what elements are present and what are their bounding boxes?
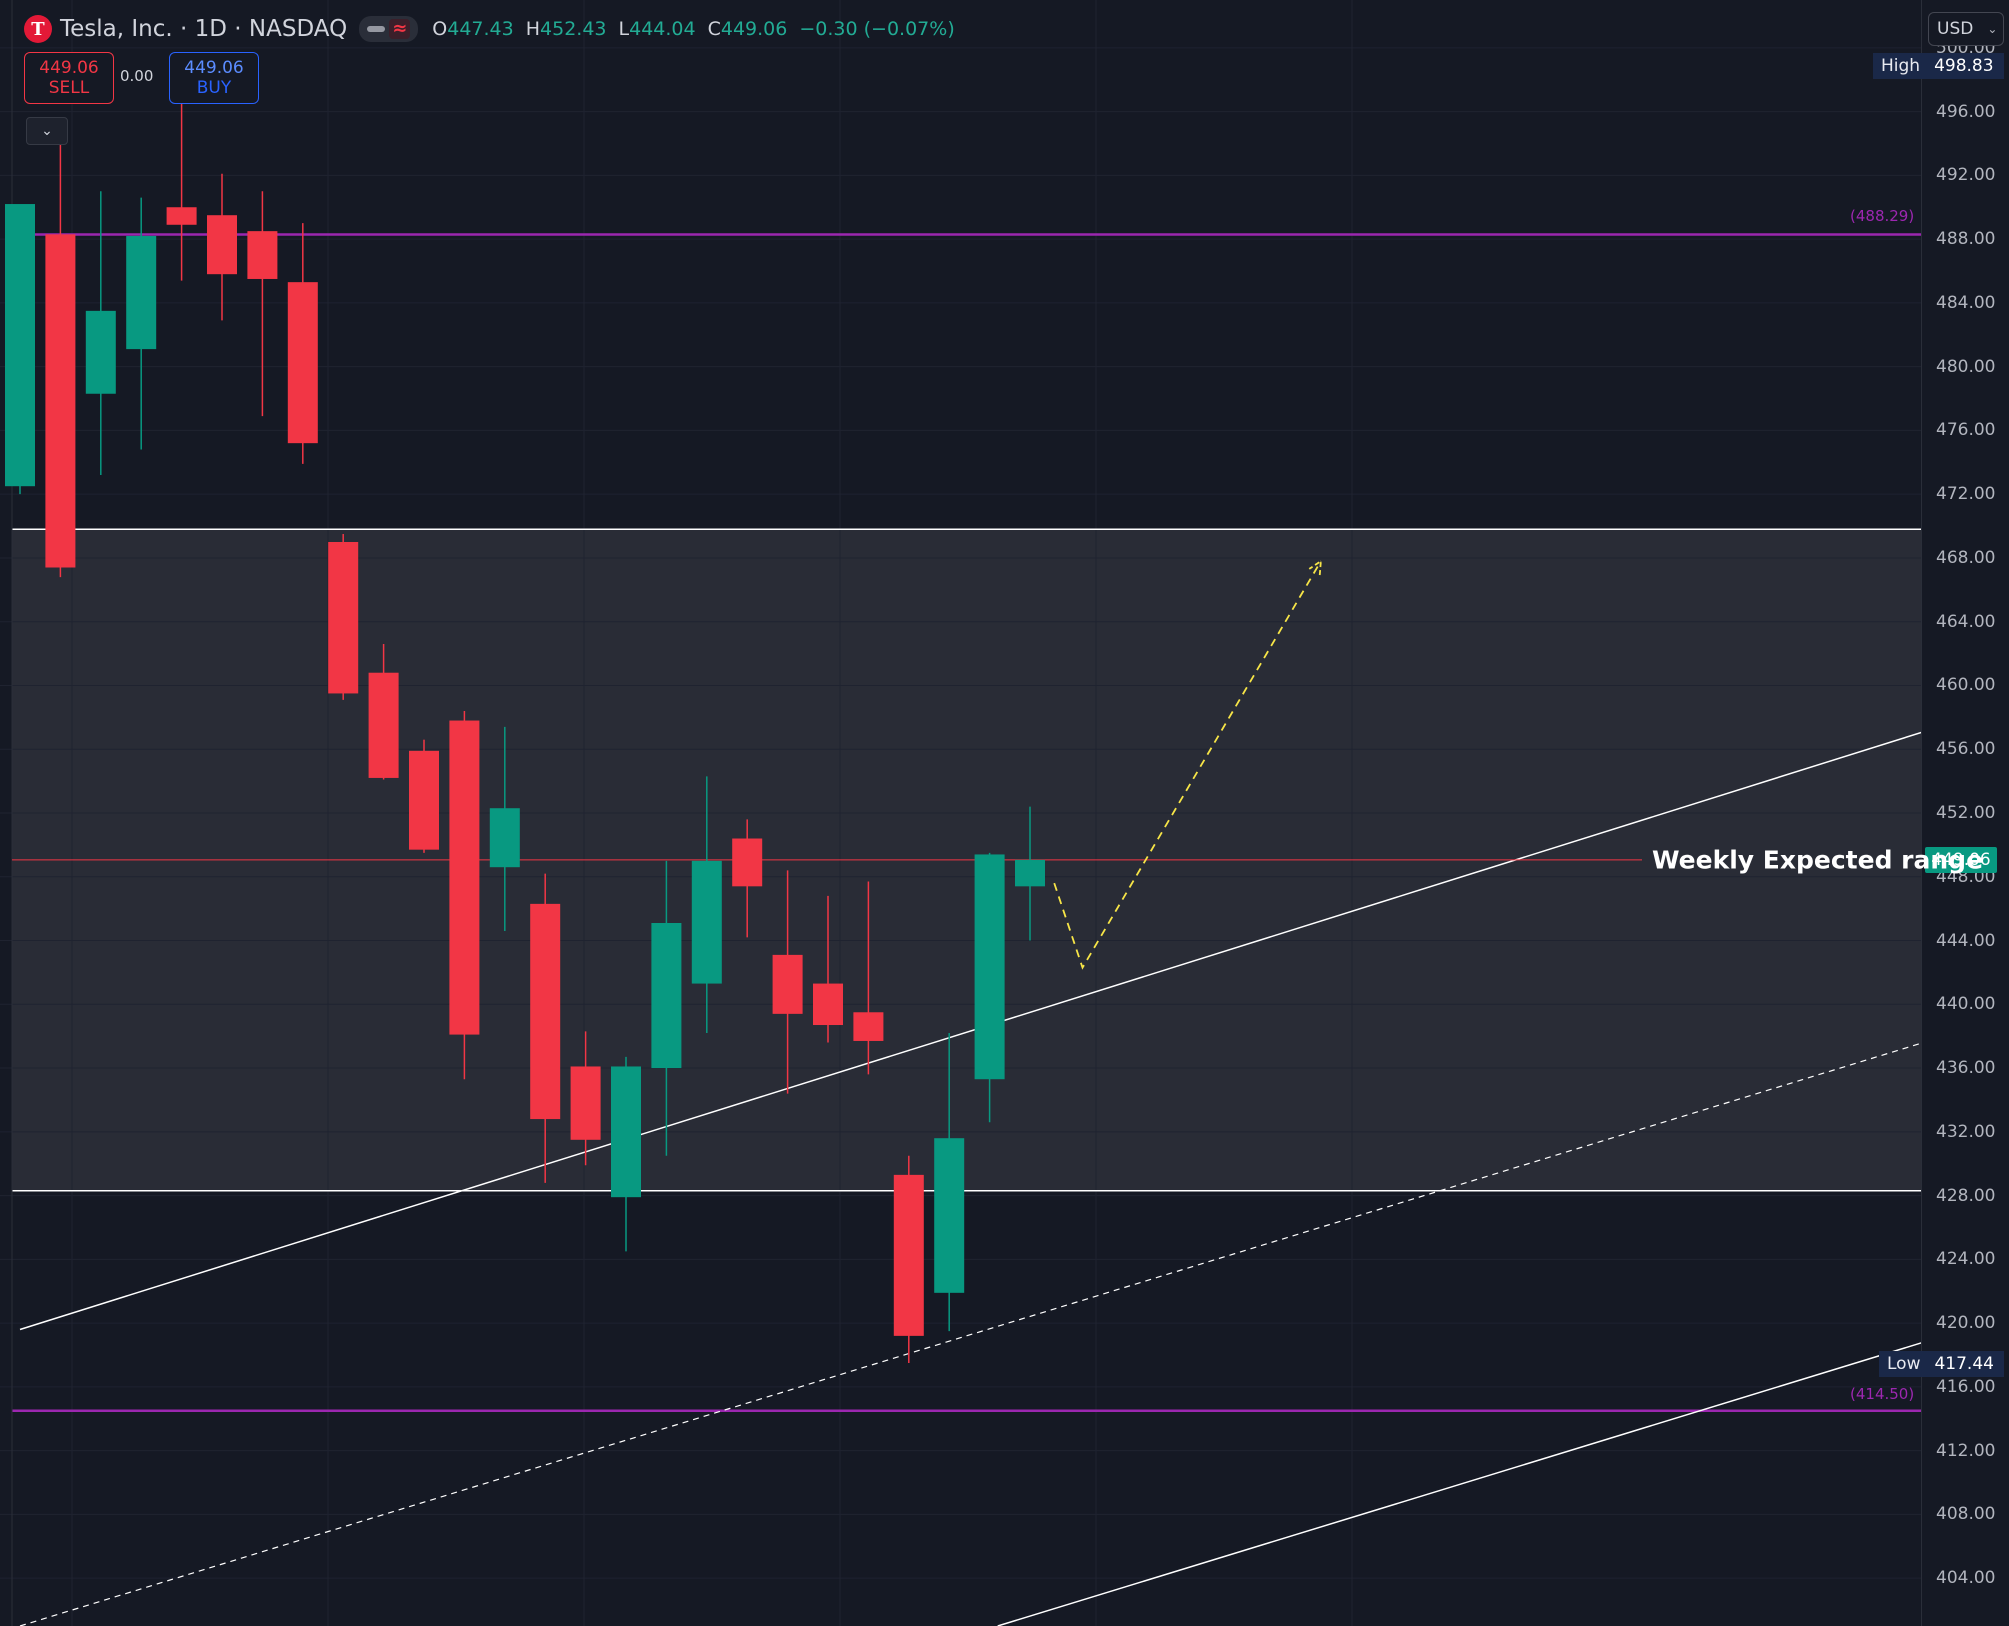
candle-up [126,235,157,350]
sell-label: SELL [48,78,90,98]
currency-label: USD [1937,19,1974,39]
price-tick-label: 432.00 [1936,1121,1996,1142]
sell-button[interactable]: 449.06 SELL [24,52,114,104]
close-label: C [707,18,721,40]
price-tick-label: 452.00 [1936,803,1996,823]
change-value: −0.30 (−0.07%) [799,18,955,40]
high-label: H [525,18,541,40]
candle-up [934,1138,965,1293]
currency-selector[interactable]: USD ⌄ [1928,12,2004,46]
candle-down [247,231,278,279]
high-tag-label: High [1873,53,1929,80]
candle-down [813,983,843,1026]
candle-down [207,215,237,275]
buy-button[interactable]: 449.06 BUY [169,52,259,104]
candle-down [853,1012,884,1041]
spread-value: 0.00 [120,67,154,85]
candle-up [974,854,1005,1080]
candle-down [166,207,197,225]
price-tick-label: 440.00 [1936,994,1996,1015]
high-price-tag: High 498.83 [1873,53,2005,80]
price-tick-label: 464.00 [1936,611,1996,632]
low-tag-value: 417.44 [1928,1350,2005,1377]
candle-down [45,234,76,568]
price-tick-label: 436.00 [1936,1058,1996,1079]
candle-up [5,204,35,487]
low-value: 444.04 [629,18,696,40]
trendline-3 [997,1336,1940,1626]
chevron-down-icon: ⌄ [41,123,53,139]
buy-label: BUY [196,78,232,98]
open-value: 447.43 [447,18,514,40]
candle-down [328,542,359,694]
candle-down [772,954,803,1014]
buy-price: 449.06 [184,58,244,78]
low-tag-label: Low [1879,1350,1929,1377]
wave-indicator-icon[interactable]: ≈ [389,19,411,39]
last-price-tag: 449.06 [1925,846,1997,873]
price-tick-label: 456.00 [1936,739,1996,760]
candle-down [449,720,480,1035]
price-tick-label: 476.00 [1936,420,1996,441]
high-tag-value: 498.83 [1928,53,2005,80]
price-tick-label: 484.00 [1936,292,1996,313]
candle-up [489,808,520,868]
candle-down [530,903,561,1120]
candle-up [1015,859,1045,887]
price-tick-label: 404.00 [1936,1568,1996,1589]
chevron-down-icon: ⌄ [1987,22,1998,36]
open-label: O [432,18,448,40]
trendline-2 [19,1037,1940,1626]
high-value: 452.43 [540,18,607,40]
candle-down [368,672,399,778]
price-tick-label: 444.00 [1936,930,1996,951]
symbol-title[interactable]: Tesla, Inc. · 1D · NASDAQ [60,16,348,42]
collapse-legend-button[interactable]: ⌄ [26,117,68,145]
price-tick-label: 428.00 [1936,1185,1996,1206]
price-tick-label: 492.00 [1936,165,1996,186]
projection-path [1053,560,1322,970]
candle-up [691,860,722,984]
price-tick-label: 496.00 [1936,101,1996,122]
chart-legend: T Tesla, Inc. · 1D · NASDAQ ≈ O 447.43 H… [24,12,955,46]
lower-level-label: (414.50) [1850,1384,1915,1403]
candle-down [732,838,763,887]
weekly-expected-range-label: Weekly Expected range [1652,845,1984,875]
low-price-tag: Low 417.44 [1879,1350,2005,1377]
candle-down [287,282,318,444]
indicator-toggle[interactable]: ≈ [359,16,419,42]
upper-level-label: (488.29) [1850,207,1915,226]
price-tick-label: 468.00 [1936,547,1996,568]
price-tick-label: 460.00 [1936,675,1996,696]
price-tick-label: 488.00 [1936,229,1996,250]
price-tick-label: 480.00 [1936,356,1996,377]
candle-up [651,922,682,1069]
candle-down [893,1174,924,1336]
projection-arrowhead [1308,559,1322,576]
candle-up [611,1066,641,1198]
price-tick-label: 472.00 [1936,484,1996,505]
eye-toggle-icon[interactable] [367,26,386,32]
price-tick-label: 424.00 [1936,1249,1996,1270]
close-value: 449.06 [720,18,788,40]
sell-price: 449.06 [39,58,99,78]
candle-up [85,310,116,394]
candle-down [570,1066,601,1140]
candle-down [409,750,439,850]
tesla-logo-icon: T [24,15,52,43]
price-tick-label: 412.00 [1936,1440,1996,1461]
low-label: L [618,18,630,40]
price-tick-label: 408.00 [1936,1504,1996,1525]
price-tick-label: 420.00 [1936,1313,1996,1334]
price-tick-label: 416.00 [1936,1376,1996,1397]
